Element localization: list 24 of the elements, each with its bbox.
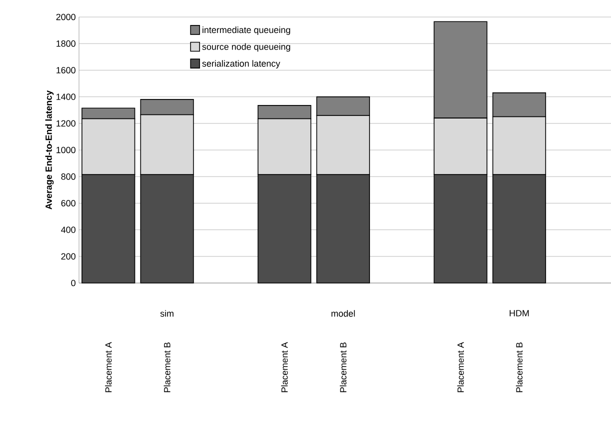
y-tick-label: 2000 [56, 14, 76, 20]
x-tick-label: Placement B [340, 342, 346, 392]
y-axis-title: Average End-to-End latency [45, 90, 54, 210]
y-tick-label: 1200 [56, 120, 76, 127]
legend-label: serialization latency [202, 60, 280, 68]
y-tick-label: 400 [61, 226, 76, 233]
y-tick-label: 0 [71, 280, 76, 286]
x-tick-label: Placement B [164, 342, 170, 392]
legend-label: intermediate queueing [202, 26, 290, 35]
x-tick-label: Placement A [457, 342, 464, 392]
y-tick-label: 1000 [56, 146, 76, 154]
y-tick-label: 800 [61, 173, 76, 180]
y-tick-label: 1600 [56, 67, 76, 74]
text: HDM [510, 310, 529, 316]
x-tick-label: Placement A [105, 342, 112, 392]
legend-label: source node queueing [202, 43, 290, 52]
x-tick-label: Placement B [516, 342, 523, 392]
text: model [332, 310, 355, 317]
y-tick-label: 200 [61, 253, 76, 260]
y-tick-label: 600 [61, 200, 76, 206]
y-tick-label: 1800 [56, 40, 76, 47]
x-tick-label: Placement A [281, 342, 288, 392]
text: sim [160, 310, 174, 317]
y-tick-label: 1400 [56, 94, 76, 100]
